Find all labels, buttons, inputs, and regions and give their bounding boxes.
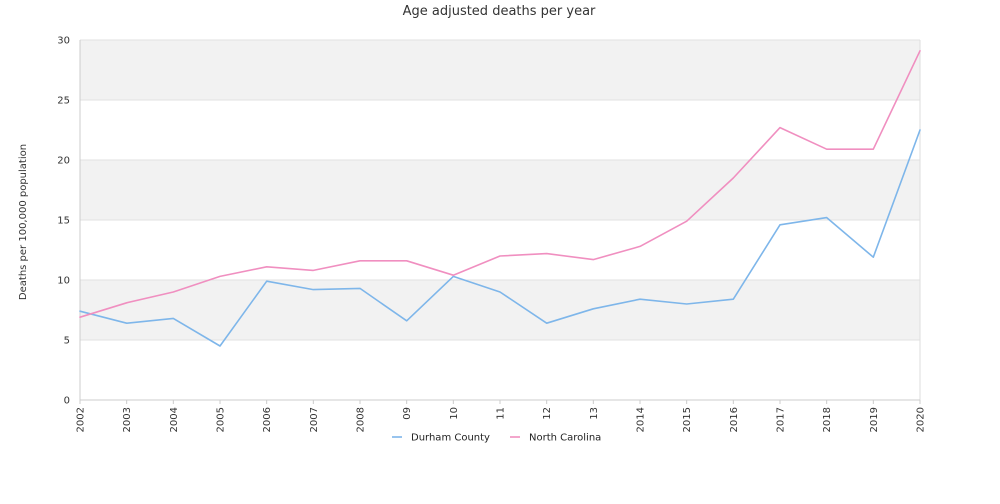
x-axis-ticks: 2002 2003 2004 2005 2006 2007 2008 09 10 11 12 13 20… [76,400,927,432]
x-tick-label: 2006 [262,407,273,432]
grid-band [80,100,920,160]
grid-band [80,40,920,100]
y-tick-label: 0 [64,396,70,407]
grid-band [80,340,920,400]
y-tick-label: 15 [57,216,70,227]
x-tick-label: 2003 [122,407,133,432]
x-tick-label: 2014 [636,407,647,432]
series-line-durham-county [79,129,921,347]
y-tick-label: 30 [57,36,70,47]
chart-title: Age adjusted deaths per year [403,4,596,19]
x-tick-label: 2019 [869,407,880,432]
x-tick-label: 13 [589,407,600,420]
x-tick-label: 2007 [309,407,320,432]
y-tick-label: 5 [64,336,70,347]
y-tick-label: 10 [57,276,70,287]
x-tick-label: 09 [402,407,413,420]
y-axis-ticks: 0 5 10 15 20 25 30 [57,36,70,407]
x-tick-label: 12 [542,407,553,420]
series-line-north-carolina [79,49,921,319]
y-axis-title: Deaths per 100,000 population [18,144,29,300]
x-tick-label: 2004 [169,407,180,432]
x-tick-label: 2017 [776,407,787,432]
y-tick-label: 25 [57,96,70,107]
x-tick-label: 11 [496,407,507,420]
grid-band [80,220,920,280]
series-lines [79,49,921,347]
x-tick-label: 10 [449,407,460,420]
legend-label-north-carolina: North Carolina [529,433,601,444]
x-tick-label: 2002 [76,407,87,432]
legend-label-durham-county: Durham County [411,433,490,444]
x-tick-label: 2015 [682,407,693,432]
y-tick-label: 20 [57,156,70,167]
x-tick-label: 2005 [216,407,227,432]
legend: Durham County North Carolina [392,433,601,444]
x-tick-label: 2016 [729,407,740,432]
x-tick-label: 2020 [916,407,927,432]
grid-band [80,280,920,340]
x-tick-label: 2008 [356,407,367,432]
grid-band [80,160,920,220]
grid-bands [80,39,920,401]
x-tick-label: 2018 [822,407,833,432]
